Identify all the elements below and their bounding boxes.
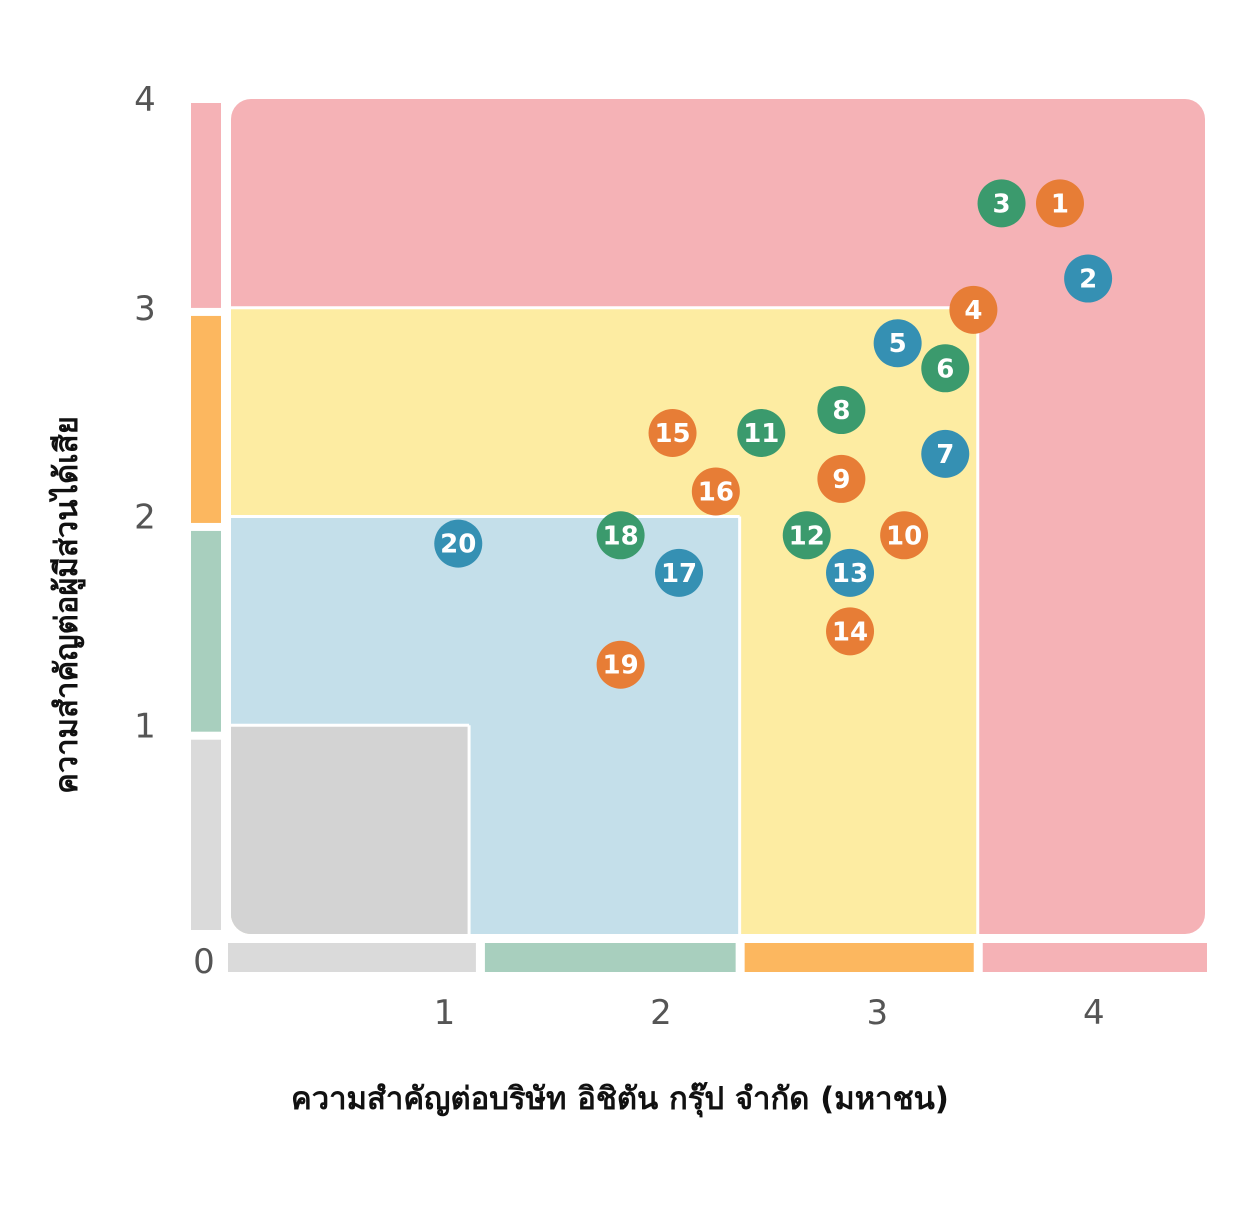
- marker-label-12: 12: [789, 521, 825, 551]
- marker-circle-2: [1064, 254, 1113, 303]
- marker-label-17: 17: [661, 559, 697, 589]
- issue-marker-7: 7: [921, 429, 970, 478]
- marker-circle-7: [921, 429, 970, 478]
- marker-circle-12: [782, 511, 831, 560]
- marker-label-2: 2: [1079, 265, 1097, 295]
- issue-marker-19: 19: [596, 640, 645, 689]
- issue-marker-2: 2: [1064, 254, 1113, 303]
- issue-marker-20: 20: [434, 519, 483, 568]
- x-band-4: [982, 943, 1207, 972]
- marker-circle-6: [921, 344, 970, 393]
- issue-marker-4: 4: [949, 285, 998, 334]
- zone-4: [231, 725, 470, 934]
- marker-label-1: 1: [1051, 189, 1069, 219]
- marker-label-14: 14: [832, 617, 868, 647]
- y-tick-label-3: 3: [134, 289, 156, 329]
- marker-circle-11: [737, 409, 786, 457]
- issue-marker-13: 13: [826, 548, 875, 597]
- marker-label-16: 16: [698, 477, 734, 507]
- marker-label-4: 4: [964, 296, 982, 326]
- issue-marker-11: 11: [737, 409, 786, 457]
- y-band-2: [191, 530, 221, 732]
- marker-circle-13: [826, 548, 875, 597]
- marker-label-6: 6: [936, 354, 954, 384]
- marker-label-15: 15: [654, 419, 690, 449]
- marker-circle-17: [655, 548, 704, 597]
- marker-circle-20: [434, 519, 483, 568]
- marker-label-3: 3: [992, 189, 1010, 219]
- marker-circle-10: [880, 511, 929, 560]
- marker-label-8: 8: [832, 396, 850, 426]
- marker-circle-16: [691, 467, 740, 516]
- marker-circle-19: [596, 640, 645, 689]
- marker-label-9: 9: [832, 465, 850, 495]
- issue-marker-15: 15: [648, 409, 697, 457]
- x-tick-label-2: 2: [650, 993, 672, 1033]
- marker-circle-15: [648, 409, 697, 457]
- x-axis-title: ความสำคัญต่อบริษัท อิชิตัน กรุ๊ป จำกัด (…: [291, 1081, 949, 1118]
- issue-marker-5: 5: [873, 319, 922, 368]
- marker-circle-8: [817, 386, 866, 435]
- x-band-2: [484, 943, 736, 972]
- marker-label-5: 5: [889, 329, 907, 359]
- issue-marker-10: 10: [880, 511, 929, 560]
- marker-label-10: 10: [886, 521, 922, 551]
- issue-marker-18: 18: [596, 511, 645, 560]
- marker-circle-4: [949, 285, 998, 334]
- x-band-3: [744, 943, 974, 972]
- marker-label-20: 20: [440, 530, 476, 560]
- origin-tick-label: 0: [193, 942, 215, 982]
- x-tick-label-4: 4: [1083, 993, 1105, 1033]
- y-band-3: [191, 315, 221, 523]
- marker-circle-14: [826, 607, 875, 656]
- x-band-1: [228, 943, 476, 972]
- x-tick-label-3: 3: [867, 993, 889, 1033]
- y-tick-label-2: 2: [134, 498, 156, 538]
- y-axis-title: ความสำคัญต่อผู้มีส่วนได้เสีย: [48, 416, 86, 794]
- marker-label-7: 7: [936, 440, 954, 470]
- marker-circle-18: [596, 511, 645, 560]
- issue-marker-14: 14: [826, 607, 875, 656]
- y-tick-label-1: 1: [134, 706, 156, 746]
- marker-label-13: 13: [832, 559, 868, 589]
- issue-marker-1: 1: [1035, 179, 1084, 228]
- marker-circle-1: [1035, 179, 1084, 228]
- marker-label-18: 18: [603, 521, 639, 551]
- marker-circle-3: [977, 179, 1026, 228]
- issue-marker-9: 9: [817, 454, 866, 503]
- y-axis-color-bands: [191, 103, 221, 930]
- x-axis-color-bands: [228, 943, 1207, 972]
- y-band-4: [191, 103, 221, 308]
- y-band-1: [191, 739, 221, 930]
- marker-label-19: 19: [603, 651, 639, 681]
- issue-marker-12: 12: [782, 511, 831, 560]
- y-tick-label-4: 4: [134, 80, 156, 120]
- issue-marker-8: 8: [817, 386, 866, 435]
- marker-circle-9: [817, 454, 866, 503]
- issue-marker-3: 3: [977, 179, 1026, 228]
- issue-marker-16: 16: [691, 467, 740, 516]
- marker-label-11: 11: [743, 419, 779, 449]
- issue-marker-6: 6: [921, 344, 970, 393]
- x-tick-label-1: 1: [434, 993, 456, 1033]
- issue-marker-17: 17: [655, 548, 704, 597]
- marker-circle-5: [873, 319, 922, 368]
